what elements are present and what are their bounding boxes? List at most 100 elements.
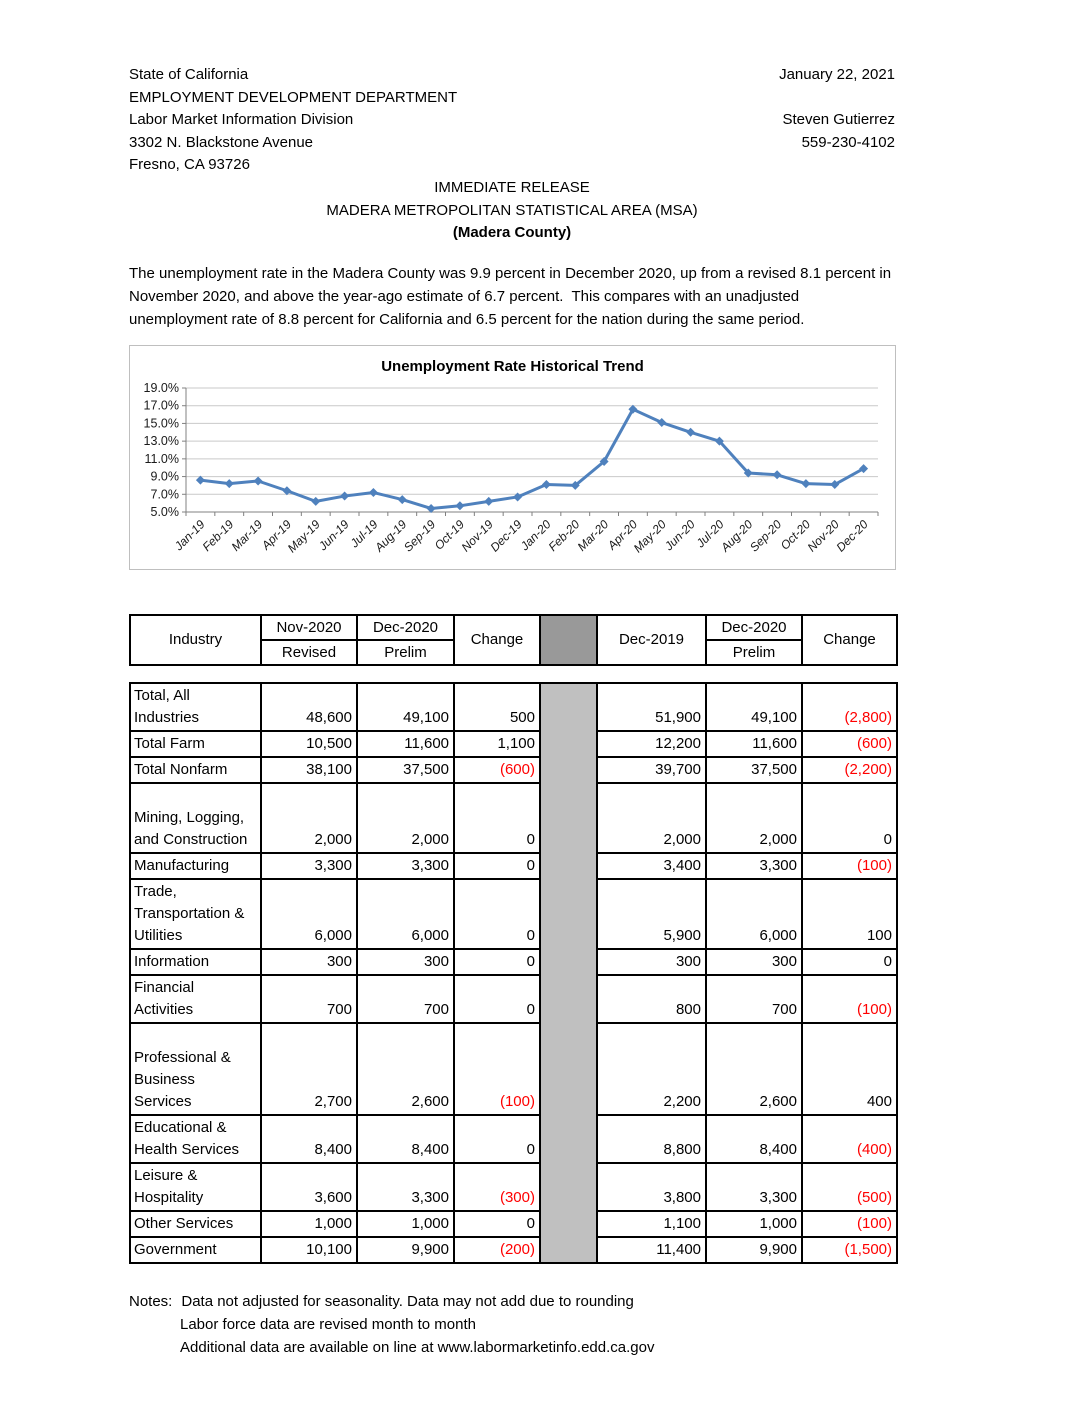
value-cell: (200) bbox=[453, 1235, 541, 1264]
data-point-marker bbox=[743, 468, 753, 478]
industry-cell: Other Services bbox=[129, 1209, 262, 1238]
value-cell: (100) bbox=[801, 1209, 898, 1238]
data-point-marker bbox=[368, 487, 378, 497]
table-row: Leisure & Hospitality 3,600 3,300 (300) 3,800… bbox=[129, 1161, 898, 1212]
value-cell: 5,900 bbox=[596, 877, 707, 950]
value-cell: 6,000 bbox=[260, 877, 358, 950]
data-point-marker bbox=[484, 496, 494, 506]
value-cell: 11,400 bbox=[596, 1235, 707, 1264]
value-cell: 300 bbox=[705, 947, 803, 976]
value-cell: 3,300 bbox=[356, 1161, 455, 1212]
data-point-marker bbox=[195, 475, 205, 485]
industry-cell: Total, All Industries bbox=[129, 681, 262, 732]
y-axis-label: 5.0% bbox=[151, 505, 180, 519]
table-row: Total Nonfarm 38,100 37,500 (600) 39,700 37,5… bbox=[129, 755, 898, 784]
value-cell: 0 bbox=[453, 947, 541, 976]
unemployment-trend-chart: Unemployment Rate Historical Trend 5.0% 7… bbox=[129, 344, 896, 570]
x-axis-label: Jan-20 bbox=[517, 517, 554, 554]
agency-division-line: Labor Market Information Division bbox=[129, 111, 354, 129]
value-cell: 2,200 bbox=[596, 1021, 707, 1116]
value-cell: 2,000 bbox=[356, 781, 455, 854]
value-cell: (2,800) bbox=[801, 681, 898, 732]
value-cell: 800 bbox=[596, 973, 707, 1024]
release-date: January 22, 2021 bbox=[779, 66, 895, 83]
y-axis-label: 11.0% bbox=[144, 452, 179, 466]
data-point-marker bbox=[455, 501, 465, 511]
value-cell: 1,000 bbox=[705, 1209, 803, 1238]
value-cell: (400) bbox=[801, 1113, 898, 1164]
y-axis-label: 17.0% bbox=[144, 398, 179, 412]
table-row: Government 10,100 9,900 (200) 11,400 9,900 (1,… bbox=[129, 1235, 898, 1264]
value-cell: (100) bbox=[453, 1021, 541, 1116]
value-cell: 0 bbox=[453, 1113, 541, 1164]
x-axis-label: Mar-19 bbox=[229, 517, 266, 554]
value-cell: 3,300 bbox=[705, 851, 803, 880]
value-cell: 300 bbox=[260, 947, 358, 976]
data-point-marker bbox=[541, 479, 551, 489]
industry-cell: Total Nonfarm bbox=[129, 755, 262, 784]
release-line-msa: MADERA METROPOLITAN STATISTICAL AREA (MS… bbox=[326, 201, 698, 219]
value-cell: 0 bbox=[453, 877, 541, 950]
x-axis-label: May-20 bbox=[631, 517, 669, 555]
table-row: Financial Activities 700 700 0 800 700 (100) bbox=[129, 973, 898, 1024]
chart-title: Unemployment Rate Historical Trend bbox=[381, 357, 644, 375]
value-cell: 8,800 bbox=[596, 1113, 707, 1164]
value-cell: 51,900 bbox=[596, 681, 707, 732]
value-cell: 3,400 bbox=[596, 851, 707, 880]
value-cell: 12,200 bbox=[596, 729, 707, 758]
y-axis-label: 15.0% bbox=[144, 416, 179, 430]
header-dec-2020: Dec-2020 bbox=[356, 613, 455, 641]
value-cell: (100) bbox=[801, 973, 898, 1024]
data-point-marker bbox=[657, 417, 667, 427]
y-axis-label: 9.0% bbox=[151, 469, 180, 483]
industry-cell: Manufacturing bbox=[129, 851, 262, 880]
x-axis-label: Mar-20 bbox=[575, 517, 612, 554]
value-cell: 1,100 bbox=[596, 1209, 707, 1238]
value-cell: 11,600 bbox=[705, 729, 803, 758]
value-cell: 11,600 bbox=[356, 729, 455, 758]
value-cell: 700 bbox=[260, 973, 358, 1024]
value-cell: 500 bbox=[453, 681, 541, 732]
header-prelim-year: Prelim bbox=[705, 638, 803, 666]
value-cell: 0 bbox=[453, 781, 541, 854]
notes-line-2: Labor force data are revised month to mo… bbox=[180, 1315, 477, 1333]
agency-street-line: 3302 N. Blackstone Avenue bbox=[129, 133, 314, 151]
table-row: Manufacturing 3,300 3,300 0 3,400 3,300 (100) bbox=[129, 851, 898, 880]
value-cell: (1,500) bbox=[801, 1235, 898, 1264]
data-point-marker bbox=[224, 478, 234, 488]
data-point-marker bbox=[686, 427, 696, 437]
value-cell: 700 bbox=[356, 973, 455, 1024]
value-cell: 10,100 bbox=[260, 1235, 358, 1264]
value-cell: 10,500 bbox=[260, 729, 358, 758]
value-cell: 100 bbox=[801, 877, 898, 950]
x-axis-label: Feb-20 bbox=[546, 517, 583, 554]
agency-city-line: Fresno, CA 93726 bbox=[129, 156, 250, 174]
data-point-marker bbox=[282, 485, 292, 495]
notes-line-3: Additional data are available on line at… bbox=[180, 1338, 655, 1356]
value-cell: 8,400 bbox=[705, 1113, 803, 1164]
value-cell: 0 bbox=[801, 781, 898, 854]
agency-name-line: EMPLOYMENT DEVELOPMENT DEPARTMENT bbox=[129, 88, 458, 106]
value-cell: 37,500 bbox=[356, 755, 455, 784]
data-point-marker bbox=[772, 470, 782, 480]
value-cell: 9,900 bbox=[356, 1235, 455, 1264]
x-axis-label: Feb-19 bbox=[200, 517, 237, 554]
value-cell: 2,700 bbox=[260, 1021, 358, 1116]
agency-state-line: State of California bbox=[129, 66, 249, 83]
value-cell: 49,100 bbox=[356, 681, 455, 732]
industry-cell: Information bbox=[129, 947, 262, 976]
trend-line bbox=[198, 407, 866, 510]
value-cell: 300 bbox=[596, 947, 707, 976]
value-cell: (2,200) bbox=[801, 755, 898, 784]
header-industry: Industry bbox=[129, 613, 262, 666]
notes-text-1: Data not adjusted for seasonality. Data … bbox=[181, 1292, 634, 1310]
letterhead: State of California January 22, 2021 EMP… bbox=[129, 64, 895, 177]
value-cell: (300) bbox=[453, 1161, 541, 1212]
data-point-marker bbox=[801, 478, 811, 488]
value-cell: 1,000 bbox=[260, 1209, 358, 1238]
value-cell: 0 bbox=[801, 947, 898, 976]
contact-name: Steven Gutierrez bbox=[782, 111, 895, 129]
data-point-marker bbox=[599, 456, 609, 466]
value-cell: 2,000 bbox=[260, 781, 358, 854]
value-cell: 400 bbox=[801, 1021, 898, 1116]
